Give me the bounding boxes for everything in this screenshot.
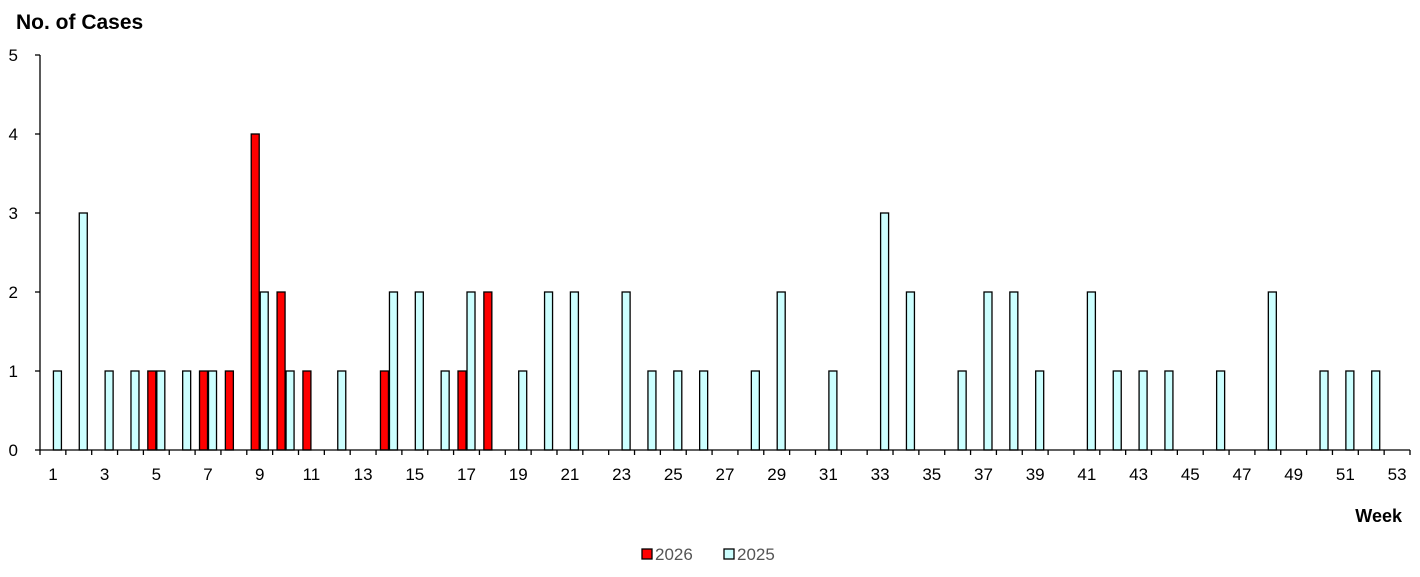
y-tick-label: 0	[9, 441, 18, 460]
bar-2026-week-9	[250, 133, 260, 451]
x-tick-label: 13	[354, 465, 373, 484]
y-tick-label: 3	[9, 204, 18, 223]
bar-2025-week-34	[905, 291, 916, 451]
bar-2025-week-51	[1345, 370, 1355, 451]
bar-2025-week-21	[569, 291, 580, 451]
bar-2025-week-15	[414, 291, 424, 451]
bar-2025-week-4	[130, 370, 140, 451]
x-tick-label: 21	[560, 465, 579, 484]
bar-2026-week-17	[457, 370, 467, 451]
bar-2026-week-10	[276, 291, 286, 451]
bar-2025-week-2	[78, 212, 88, 451]
bar-2025-week-37	[983, 291, 993, 451]
bar-2025-week-46	[1215, 370, 1226, 451]
x-tick-label: 43	[1129, 465, 1148, 484]
x-tick-label: 23	[612, 465, 631, 484]
y-tick-label: 4	[9, 125, 18, 144]
x-tick-label: 47	[1233, 465, 1252, 484]
x-tick-label: 15	[405, 465, 424, 484]
x-tick-label: 51	[1336, 465, 1355, 484]
x-axis: 1 3 5 7 9 11 13 15 17 19 21 23 25 27 29 31 33 35 37 39 41 43 4…	[39, 450, 1411, 484]
legend-label-2026: 2026	[655, 545, 693, 564]
bar-2025-week-33	[879, 212, 890, 451]
bar-2025-week-28	[750, 370, 760, 451]
x-tick-label: 5	[152, 465, 161, 484]
bar-2026-week-7	[198, 370, 209, 451]
x-tick-label: 35	[922, 465, 941, 484]
bar-2025-week-10	[285, 370, 295, 451]
bar-2025-week-42	[1112, 370, 1122, 451]
bar-2025-week-41	[1086, 291, 1097, 451]
bar-2025-week-26	[699, 370, 709, 451]
bar-2025-week-48	[1267, 291, 1277, 451]
y-tick-label: 2	[9, 283, 18, 302]
bar-2025-week-36	[957, 370, 967, 451]
y-tick-label: 5	[9, 46, 18, 65]
bar-2026-week-18	[483, 291, 493, 451]
y-axis-label: No. of Cases	[16, 11, 143, 34]
bar-2025-week-23	[621, 291, 631, 451]
legend-swatch-2025	[723, 548, 735, 560]
bar-2025-week-6	[182, 370, 192, 451]
bar-2025-week-14	[388, 291, 399, 451]
bar-2025-week-12	[337, 370, 347, 451]
bar-2025-week-3	[104, 370, 114, 451]
x-tick-label: 17	[457, 465, 476, 484]
y-tick-label: 1	[9, 362, 18, 381]
bar-2025-week-7	[207, 370, 218, 451]
x-tick-label: 41	[1077, 465, 1096, 484]
bar-2025-week-16	[440, 370, 450, 451]
bar-2025-week-9	[259, 291, 269, 451]
bars	[52, 133, 1381, 451]
bar-2025-week-29	[776, 291, 786, 451]
bar-2025-week-17	[466, 291, 476, 451]
x-tick-label: 49	[1284, 465, 1303, 484]
x-tick-label: 33	[871, 465, 890, 484]
bar-2025-week-31	[828, 370, 838, 451]
bar-2026-week-11	[302, 370, 312, 451]
x-tick-label: 27	[716, 465, 735, 484]
bar-2025-week-25	[673, 370, 683, 451]
x-tick-label: 39	[1026, 465, 1045, 484]
y-axis: 0 1 2 3 4 5	[9, 46, 40, 460]
bar-2025-week-50	[1319, 370, 1329, 451]
legend-label-2025: 2025	[737, 545, 775, 564]
x-tick-label: 29	[767, 465, 786, 484]
x-tick-label: 19	[509, 465, 528, 484]
bar-2025-week-1	[52, 370, 63, 451]
bar-2025-week-19	[518, 370, 528, 451]
bar-2025-week-24	[647, 370, 657, 451]
bar-2025-week-20	[543, 291, 554, 451]
x-tick-label: 25	[664, 465, 683, 484]
x-tick-label: 7	[203, 465, 212, 484]
bar-2026-week-5	[147, 370, 157, 451]
x-tick-label: 37	[974, 465, 993, 484]
bar-2025-week-52	[1371, 370, 1381, 451]
legend-swatch-2026	[641, 548, 653, 560]
bar-2025-week-38	[1009, 291, 1019, 451]
bar-2025-week-39	[1035, 370, 1045, 451]
x-tick-label: 9	[255, 465, 264, 484]
x-tick-label: 53	[1388, 465, 1407, 484]
legend: 2026 2025	[641, 545, 775, 564]
bar-2026-week-8	[224, 370, 235, 451]
x-tick-label: 1	[48, 465, 57, 484]
bar-2025-week-43	[1138, 370, 1148, 451]
x-tick-label: 31	[819, 465, 838, 484]
bar-2025-week-5	[156, 370, 166, 451]
bar-2026-week-14	[379, 370, 390, 451]
bar-2025-week-44	[1164, 370, 1174, 451]
x-tick-label: 45	[1181, 465, 1200, 484]
x-axis-label: Week	[1355, 506, 1403, 526]
x-tick-label: 11	[303, 465, 321, 484]
x-tick-label: 3	[100, 465, 109, 484]
